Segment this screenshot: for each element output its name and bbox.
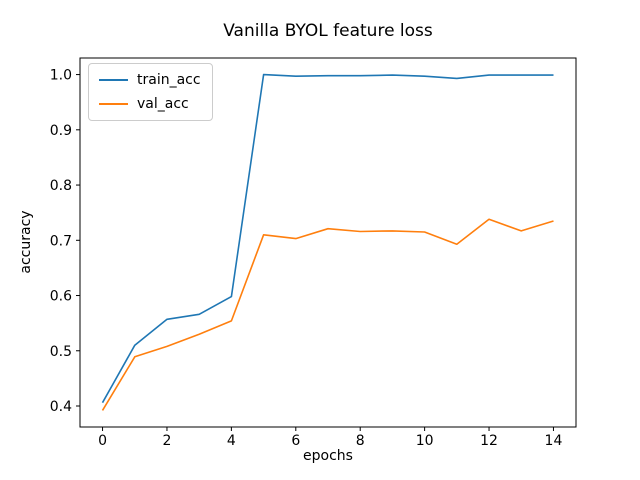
train_acc-line xyxy=(101,73,554,404)
chart-title: Vanilla BYOL feature loss xyxy=(223,21,433,41)
legend-line-swatch-val xyxy=(99,102,128,105)
x-tick-label: 0 xyxy=(98,433,107,449)
legend-label-val: val_acc xyxy=(137,95,189,112)
x-tick-label: 8 xyxy=(356,433,365,449)
y-tick-label: 1.0 xyxy=(50,68,72,84)
y-tick-label: 0.4 xyxy=(50,399,72,415)
legend: train_acc val_acc xyxy=(88,63,213,121)
x-tick-label: 14 xyxy=(545,433,563,449)
legend-item-train-acc: train_acc xyxy=(99,69,201,90)
x-tick-label: 6 xyxy=(291,433,300,449)
y-tick-label: 0.8 xyxy=(50,178,72,194)
axes-frame xyxy=(79,57,577,428)
legend-label-train: train_acc xyxy=(137,71,201,88)
x-tick-label: 10 xyxy=(416,433,434,449)
y-tick-label: 0.7 xyxy=(50,233,72,249)
x-axis-label: epochs xyxy=(303,448,353,464)
legend-line-swatch-train xyxy=(99,78,128,81)
y-tick-label: 0.6 xyxy=(50,289,72,305)
x-tick-label: 4 xyxy=(227,433,236,449)
x-tick-label: 12 xyxy=(480,433,498,449)
x-tick-label: 2 xyxy=(163,433,172,449)
val_acc-line xyxy=(101,218,554,411)
y-axis-label: accuracy xyxy=(18,210,34,274)
legend-item-val-acc: val_acc xyxy=(99,93,201,114)
y-tick-label: 0.5 xyxy=(50,344,72,360)
y-tick-label: 0.9 xyxy=(50,123,72,139)
